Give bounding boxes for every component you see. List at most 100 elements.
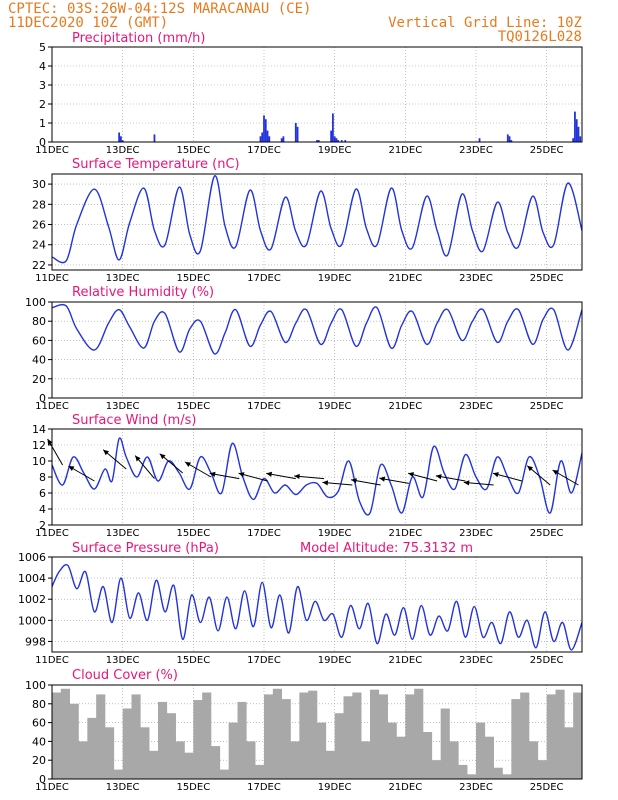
- precip-frame: [51, 46, 583, 143]
- header-location: CPTEC: 03S:26W-04:12S MARACANAU (CE): [8, 1, 311, 17]
- cloud-bar: [423, 732, 433, 779]
- wind-xtick-label: 11DEC: [35, 528, 69, 539]
- pres-ytick-label: 1006: [18, 551, 46, 564]
- cloud-bar: [325, 750, 335, 779]
- cloud-ytick-label: 40: [32, 735, 46, 748]
- cloud-bar: [175, 741, 185, 779]
- precip-bar: [340, 140, 343, 142]
- header-code: TQ0126L028: [498, 29, 582, 45]
- wind-arrowhead: [103, 449, 110, 456]
- pres-frame: [51, 556, 583, 653]
- cloud-bar: [484, 736, 494, 779]
- rh-xtick-label: 11DEC: [35, 401, 69, 412]
- cloud-bar: [281, 699, 291, 779]
- precip-ytick-label: 5: [39, 41, 46, 54]
- precip-bar: [263, 115, 265, 142]
- cloud-bar: [78, 741, 88, 779]
- cloud-bar: [52, 692, 62, 779]
- rh-xtick-label: 19DEC: [318, 401, 352, 412]
- precip-bar: [333, 136, 336, 142]
- cloud-bar: [387, 722, 397, 779]
- precip-bar: [572, 138, 575, 142]
- temp-ytick-label: 22: [32, 259, 46, 272]
- cloud-ytick-label: 60: [32, 717, 46, 730]
- pres-xtick-label: 13DEC: [106, 655, 140, 666]
- temp-ytick-label: 30: [32, 178, 46, 191]
- wind-xtick-label: 21DEC: [388, 528, 422, 539]
- cloud-bar: [60, 688, 70, 779]
- wind-ytick-label: 6: [39, 487, 46, 500]
- precip-xtick-label: 17DEC: [247, 145, 281, 156]
- temp-xtick-label: 15DEC: [176, 273, 210, 284]
- cloud-bar: [511, 699, 521, 779]
- cloud-bar: [290, 741, 300, 779]
- precip-bar: [118, 132, 121, 142]
- wind-arrowhead: [527, 465, 534, 472]
- header-grid-label: Vertical Grid Line: 10Z: [388, 15, 582, 31]
- title-cloud-cover: Cloud Cover (%): [72, 668, 178, 683]
- cloud-bar: [149, 750, 159, 779]
- cloud-bar: [467, 774, 477, 779]
- precip-bar: [337, 140, 340, 142]
- cloud-bar: [246, 741, 256, 779]
- header-date: 11DEC2020 10Z (GMT): [8, 15, 168, 31]
- precip-bar: [579, 136, 582, 142]
- wind-ytick-label: 10: [32, 455, 46, 468]
- title-wind: Surface Wind (m/s): [72, 413, 196, 428]
- cloud-bar: [317, 722, 327, 779]
- pres-ytick-label: 1002: [18, 593, 46, 606]
- pres-xtick-label: 25DEC: [530, 655, 564, 666]
- pres-xtick-label: 17DEC: [247, 655, 281, 666]
- cloud-bar: [378, 694, 388, 779]
- precip-ytick-label: 4: [39, 60, 46, 73]
- precip-bar: [344, 140, 347, 142]
- cloud-xtick-label: 13DEC: [106, 782, 140, 793]
- cloud-ytick-label: 80: [32, 698, 46, 711]
- cloud-bar: [555, 689, 565, 779]
- pres-xtick-label: 21DEC: [388, 655, 422, 666]
- cloud-bar: [202, 692, 212, 779]
- rh-xtick-label: 23DEC: [459, 401, 493, 412]
- wind-arrowhead: [238, 472, 245, 478]
- pres-ytick-label: 998: [25, 635, 46, 648]
- wind-arrowhead: [379, 476, 386, 482]
- rh-ytick-label: 40: [32, 354, 46, 367]
- precip-bar: [153, 134, 156, 142]
- cloud-bar: [87, 717, 97, 779]
- precip-bar: [316, 140, 318, 142]
- cloud-ytick-label: 0: [39, 773, 46, 786]
- cloud-bar: [361, 741, 371, 779]
- cloud-bar: [546, 694, 556, 779]
- precip-bar: [280, 138, 283, 142]
- precip-bar: [296, 126, 299, 142]
- precip-bar: [266, 130, 269, 142]
- wind-xtick-label: 13DEC: [106, 528, 140, 539]
- wind-arrowhead: [492, 472, 499, 478]
- cloud-bar: [537, 760, 547, 779]
- cloud-bar: [414, 688, 424, 779]
- cloud-xtick-label: 17DEC: [247, 782, 281, 793]
- wind-arrowhead: [322, 480, 329, 486]
- cloud-xtick-label: 15DEC: [176, 782, 210, 793]
- precip-xtick-label: 13DEC: [106, 145, 140, 156]
- rh-xtick-label: 17DEC: [247, 401, 281, 412]
- cloud-bar: [255, 764, 265, 779]
- wind-arrowhead: [68, 466, 75, 471]
- cloud-bar: [520, 692, 530, 779]
- precip-bar: [264, 119, 267, 142]
- wind-arrowhead: [463, 480, 470, 486]
- rh-ytick-label: 20: [32, 373, 46, 386]
- cloud-ytick-label: 100: [25, 679, 46, 692]
- cloud-bar: [211, 746, 221, 779]
- cloud-bar: [502, 774, 512, 779]
- precip-bar: [261, 132, 264, 142]
- wind-arrowhead: [209, 471, 216, 477]
- cloud-bar: [352, 692, 362, 779]
- cloud-xtick-label: 11DEC: [35, 782, 69, 793]
- temp-xtick-label: 21DEC: [388, 273, 422, 284]
- precip-ytick-label: 0: [39, 136, 46, 149]
- cloud-bar: [272, 688, 282, 779]
- pres-ytick-label: 1004: [18, 572, 46, 585]
- precip-bar: [574, 111, 576, 142]
